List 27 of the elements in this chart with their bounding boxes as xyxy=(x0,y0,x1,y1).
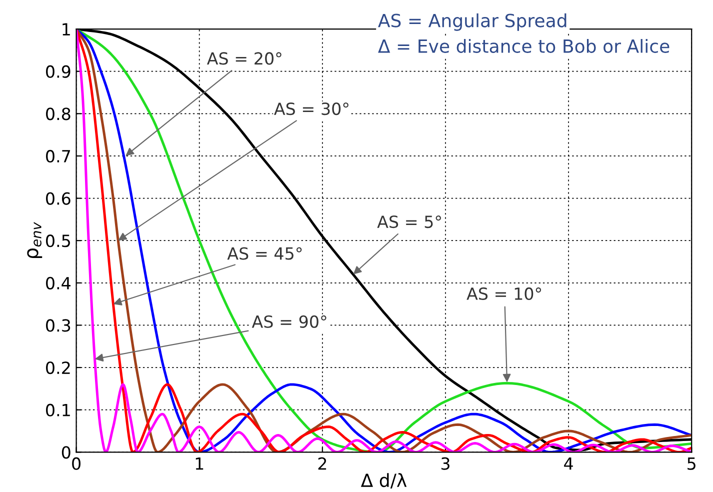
annotation: AS = 10° xyxy=(466,287,542,300)
y-tick-label: 0.1 xyxy=(46,404,70,416)
y-tick-label: 0.6 xyxy=(46,192,70,205)
annotation: AS = 5° xyxy=(377,215,441,228)
y-tick-label: 0.2 xyxy=(46,361,70,374)
y-tick-label: 0.8 xyxy=(46,108,70,120)
y-tick-label: 0.4 xyxy=(46,276,70,290)
annotation: AS = 30° xyxy=(274,102,348,116)
y-tick-label: 0.3 xyxy=(46,319,70,332)
y-tick-label: 1 xyxy=(62,23,70,36)
x-tick-label: 3 xyxy=(441,457,450,470)
x-tick-label: 2 xyxy=(318,457,326,470)
x-tick-label: 1 xyxy=(196,458,204,470)
annotation: AS = 20° xyxy=(206,52,282,65)
x-tick-label: 0 xyxy=(72,457,80,470)
y-tick-label: 0.5 xyxy=(46,234,70,248)
x-tick-label: 5 xyxy=(688,458,696,470)
x-tick-label: 4 xyxy=(564,458,573,470)
y-axis-title: ρ$_{env}$ xyxy=(27,222,42,258)
annotation: AS = Angular Spread xyxy=(378,13,566,31)
y-tick-label: 0 xyxy=(62,446,70,459)
x-axis-title: Δ d/λ xyxy=(360,473,407,489)
y-tick-label: 0.9 xyxy=(46,65,70,78)
annotation: Δ = Eve distance to Bob or Alice xyxy=(378,38,670,53)
y-tick-label: 0.7 xyxy=(46,150,70,163)
annotation: AS = 45° xyxy=(227,247,302,260)
annotation: AS = 90° xyxy=(252,315,326,328)
